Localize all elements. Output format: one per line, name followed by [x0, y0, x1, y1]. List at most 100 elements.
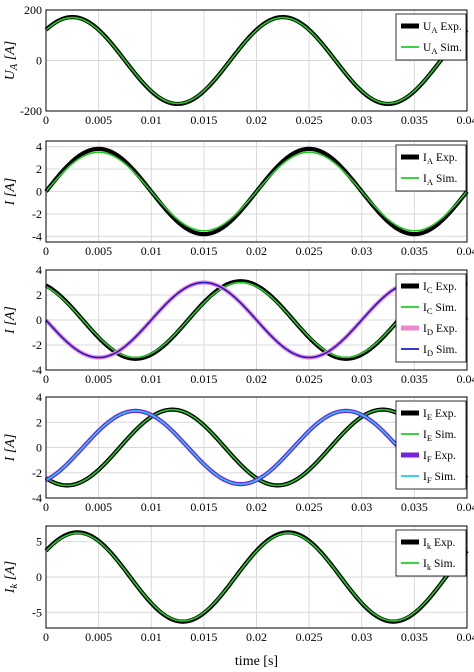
x-tick-label: 0.035	[401, 113, 428, 127]
y-axis-label: UA [A]	[3, 41, 20, 81]
x-tick-label: 0.02	[246, 630, 267, 644]
series-line-2	[45, 151, 468, 232]
axes-frame	[45, 269, 468, 371]
legend-box	[395, 529, 467, 577]
y-axis-label: I [A]	[3, 434, 18, 463]
legend-entry: IE Sim.	[423, 429, 457, 443]
legend-box	[395, 273, 467, 363]
y-tick-label: 0	[36, 313, 42, 327]
legend: IC Exp. IC Sim. ID Exp. ID Sim.	[395, 273, 467, 363]
y-axis-label: I [A]	[3, 306, 18, 335]
y-tick-label: 5	[36, 535, 42, 549]
x-tick-label: 0.005	[85, 372, 112, 386]
x-tick-label: 0.005	[85, 244, 112, 258]
legend-entry: IF Exp.	[423, 450, 456, 464]
y-tick-label: -200	[20, 104, 42, 118]
panel-1: 0 0.005 0.01 0.015 0.02 0.025 0.03 0.035 0.04 200…	[3, 3, 474, 127]
y-tick-label: 2	[36, 162, 42, 176]
x-tick-label: 0	[43, 500, 49, 514]
x-tick-label: 0.035	[401, 372, 428, 386]
x-tick-label: 0.03	[351, 500, 372, 514]
x-tick-label: 0.01	[141, 500, 162, 514]
y-tick-label: -4	[32, 229, 42, 243]
panel-5: 00.0050.010.0150.020.0250.030.0350.0450-…	[3, 525, 474, 669]
x-tick-label: 0.03	[351, 372, 372, 386]
y-axis-label-text: I [A]	[3, 306, 18, 335]
y-axis-label-text: Ik [A]	[3, 561, 20, 594]
axes-frame	[45, 9, 468, 112]
legend-entry: ID Sim.	[423, 344, 457, 358]
x-tick-label: 0.015	[190, 500, 217, 514]
x-tick-label: 0	[43, 113, 49, 127]
x-tick-label: 0.015	[190, 244, 217, 258]
legend: IE Exp. IE Sim. IF Exp. IF Sim.	[395, 400, 467, 490]
x-tick-label: 0.005	[85, 500, 112, 514]
y-tick-label: 0	[36, 54, 42, 68]
y-axis-label: I [A]	[3, 178, 18, 207]
x-tick-label: 0.005	[85, 630, 112, 644]
axes-frame	[45, 140, 468, 243]
x-tick-label: 0	[43, 372, 49, 386]
x-tick-label: 0.04	[457, 113, 474, 127]
y-tick-label: -4	[32, 491, 42, 505]
x-tick-label: 0.02	[246, 372, 267, 386]
panel-4: 0 0.005 0.01 0.015 0.02 0.025 0.03 0.035 0.04 4 2 0…	[3, 390, 474, 514]
y-tick-label: 4	[36, 263, 42, 277]
y-tick-label: -2	[32, 207, 42, 221]
x-tick-label: 0.015	[190, 630, 217, 644]
x-tick-label: 0	[43, 630, 49, 644]
legend: UA Exp. UA Sim.	[395, 13, 467, 61]
x-tick-label: 0.02	[246, 113, 267, 127]
x-tick-label: 0.025	[296, 372, 323, 386]
legend: Ik Exp. Ik Sim.	[395, 529, 467, 577]
y-tick-label: -2	[32, 466, 42, 480]
x-tick-label: 0.01	[141, 372, 162, 386]
y-tick-label: 2	[36, 288, 42, 302]
legend-box	[395, 13, 467, 61]
x-tick-label: 0.03	[351, 244, 372, 258]
x-tick-label: 0.025	[296, 500, 323, 514]
x-axis-label: time [s]	[235, 654, 278, 669]
legend-entry: ID Exp.	[423, 323, 457, 337]
y-axis-label-text: I [A]	[3, 178, 18, 207]
legend-entry: Ik Sim.	[423, 558, 456, 572]
legend: IA Exp. IA Sim.	[395, 144, 467, 192]
x-tick-label: 0.015	[190, 113, 217, 127]
x-tick-label: 0.005	[85, 113, 112, 127]
axes-frame	[45, 525, 468, 629]
legend-box	[395, 400, 467, 490]
x-tick-label: 0	[43, 244, 49, 258]
x-tick-label: 0.04	[457, 372, 474, 386]
legend-entry: IA Exp.	[423, 152, 457, 166]
x-tick-label: 0.03	[351, 113, 372, 127]
x-tick-label: 0.01	[141, 244, 162, 258]
y-tick-label: 4	[36, 140, 42, 154]
x-tick-label: 0.01	[141, 630, 162, 644]
legend-entry: IC Exp.	[423, 281, 457, 295]
panel-2: 0 0.005 0.01 0.015 0.02 0.025 0.03 0.035 0.04 4 2 0…	[3, 140, 474, 258]
x-tick-label: 0.02	[246, 500, 267, 514]
series-line-2	[45, 532, 468, 622]
y-axis-label-text: UA [A]	[3, 41, 20, 81]
y-tick-label: -4	[32, 363, 42, 377]
y-axis-label-text: I [A]	[3, 434, 18, 463]
legend-entry: UA Sim.	[423, 42, 462, 56]
y-tick-label: -2	[32, 338, 42, 352]
y-tick-label: 0	[36, 441, 42, 455]
x-tick-label: 0.04	[457, 500, 474, 514]
y-axis-label: Ik [A]	[3, 561, 20, 594]
y-tick-label: 0	[36, 185, 42, 199]
x-tick-label: 0.04	[457, 630, 474, 644]
x-tick-label: 0.025	[296, 630, 323, 644]
y-tick-label: -5	[32, 605, 42, 619]
x-tick-label: 0.015	[190, 372, 217, 386]
x-tick-label: 0.035	[401, 244, 428, 258]
axes-frame	[45, 396, 468, 499]
panel-3: 0 0.005 0.01 0.015 0.02 0.025 0.03 0.035 0.04 4 2 0…	[3, 263, 474, 386]
x-tick-label: 0.025	[296, 244, 323, 258]
y-tick-label: 2	[36, 415, 42, 429]
y-tick-label: 0	[36, 570, 42, 584]
legend-entry: UA Exp.	[423, 21, 462, 35]
x-tick-label: 0.035	[401, 630, 428, 644]
